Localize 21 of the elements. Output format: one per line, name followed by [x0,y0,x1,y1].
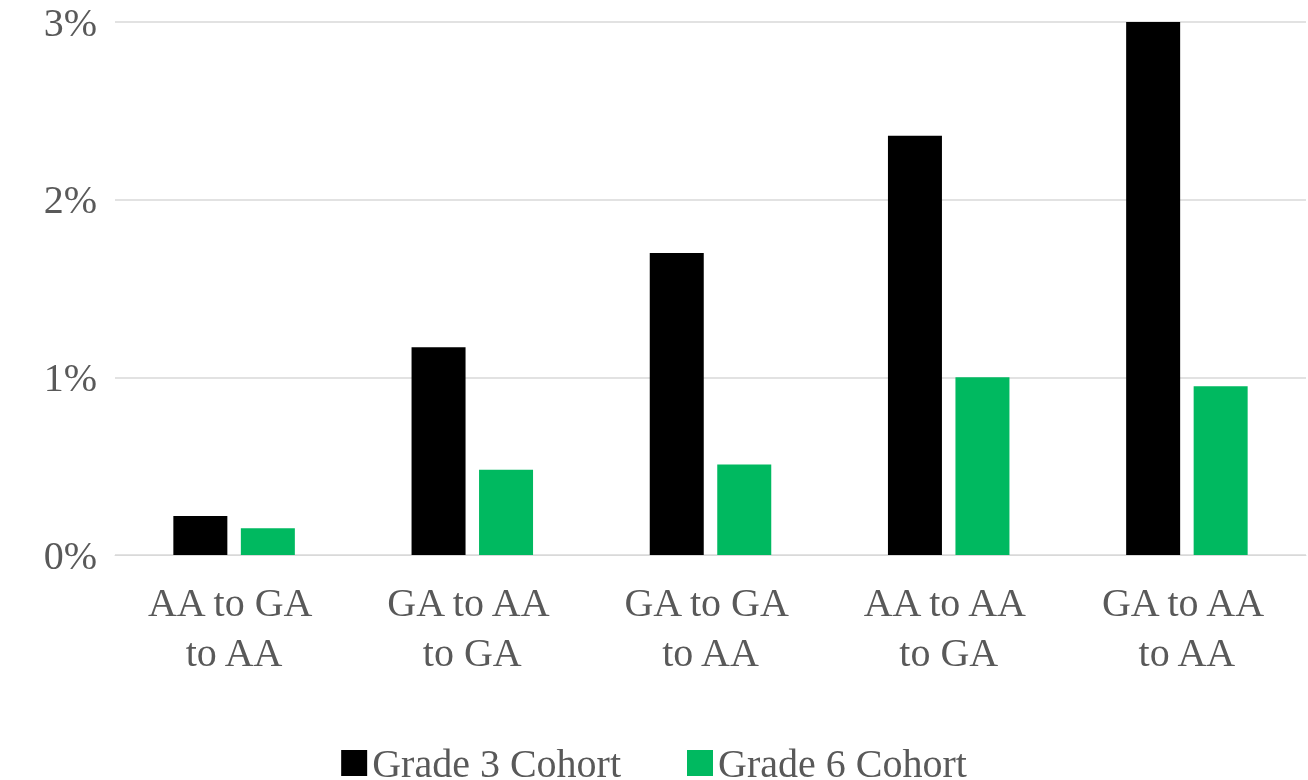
bar [1126,22,1181,555]
legend-label: Grade 3 Cohort [372,740,621,780]
bar [479,469,534,555]
x-tick-label: AA to AA to GA [863,579,1034,675]
y-tick-label: 2% [43,177,97,223]
bar [649,252,704,555]
bar [955,377,1010,555]
y-tick-label: 3% [43,0,97,45]
x-tick-label: GA to AA to AA [1101,579,1272,675]
y-tick-label: 1% [43,354,97,400]
x-tick-label: GA to AA to GA [387,579,558,675]
y-tick-label: 0% [43,532,97,578]
bar [411,347,466,555]
legend-label: Grade 6 Cohort [718,740,967,780]
bar [240,528,295,555]
bar [717,464,772,555]
bar [887,135,942,555]
x-tick-label: AA to GA to AA [147,579,321,675]
bar [1193,386,1248,555]
x-tick-label: GA to GA to AA [624,579,797,675]
bar [173,515,228,555]
